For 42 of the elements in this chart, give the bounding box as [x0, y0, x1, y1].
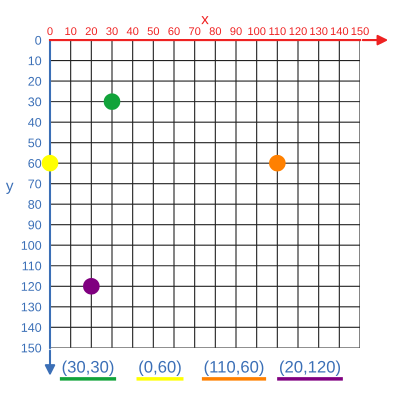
x-tick-label: 30: [106, 27, 118, 36]
y-tick-label: 50: [28, 138, 42, 148]
y-tick-label: 90: [28, 220, 42, 230]
y-tick-label: 30: [28, 97, 42, 106]
y-tick-label: 100: [22, 241, 42, 250]
x-tick-label: 20: [86, 27, 98, 36]
text: (0,60): [139, 360, 181, 376]
y-axis-title: y: [6, 182, 14, 194]
x-tick-label: 50: [148, 27, 160, 36]
x-tick-label: 80: [210, 27, 222, 36]
x-axis-title: x: [201, 16, 209, 24]
y-tick-label: 70: [28, 179, 42, 188]
y-tick-label: 80: [28, 200, 42, 209]
y-tick-label: 110: [22, 262, 42, 270]
y-tick-label: 0: [35, 36, 42, 45]
y-tick-label: 40: [28, 118, 42, 127]
point: [83, 278, 100, 295]
x-tick-label: 120: [290, 27, 307, 36]
x-tick-label: 130: [310, 27, 328, 36]
y-tick-label: 130: [22, 302, 42, 312]
y-tick-label: 20: [28, 76, 42, 86]
text: (30,30): [62, 360, 114, 376]
text: (20,120): [280, 360, 340, 376]
x-tick-label: 0: [47, 27, 53, 36]
x-tick-label: 90: [230, 27, 242, 36]
y-tick-label: 150: [22, 344, 42, 352]
x-tick-label: 10: [65, 27, 76, 36]
y-tick-label: 10: [28, 56, 42, 66]
text: (110,60): [204, 360, 264, 376]
point: [42, 154, 58, 172]
x-tick-label: 60: [168, 27, 180, 36]
x-tick-label: 110: [269, 27, 286, 36]
x-tick-label: 40: [126, 27, 138, 36]
x-tick-label: 140: [330, 27, 348, 36]
x-tick-label: 150: [352, 27, 369, 36]
point: [104, 93, 120, 110]
x-tick-label: 70: [189, 27, 200, 36]
y-tick-label: 120: [22, 282, 42, 291]
y-tick-label: 140: [22, 323, 42, 332]
y-tick-label: 60: [28, 158, 42, 168]
point: [269, 154, 286, 172]
x-tick-label: 100: [248, 27, 266, 36]
